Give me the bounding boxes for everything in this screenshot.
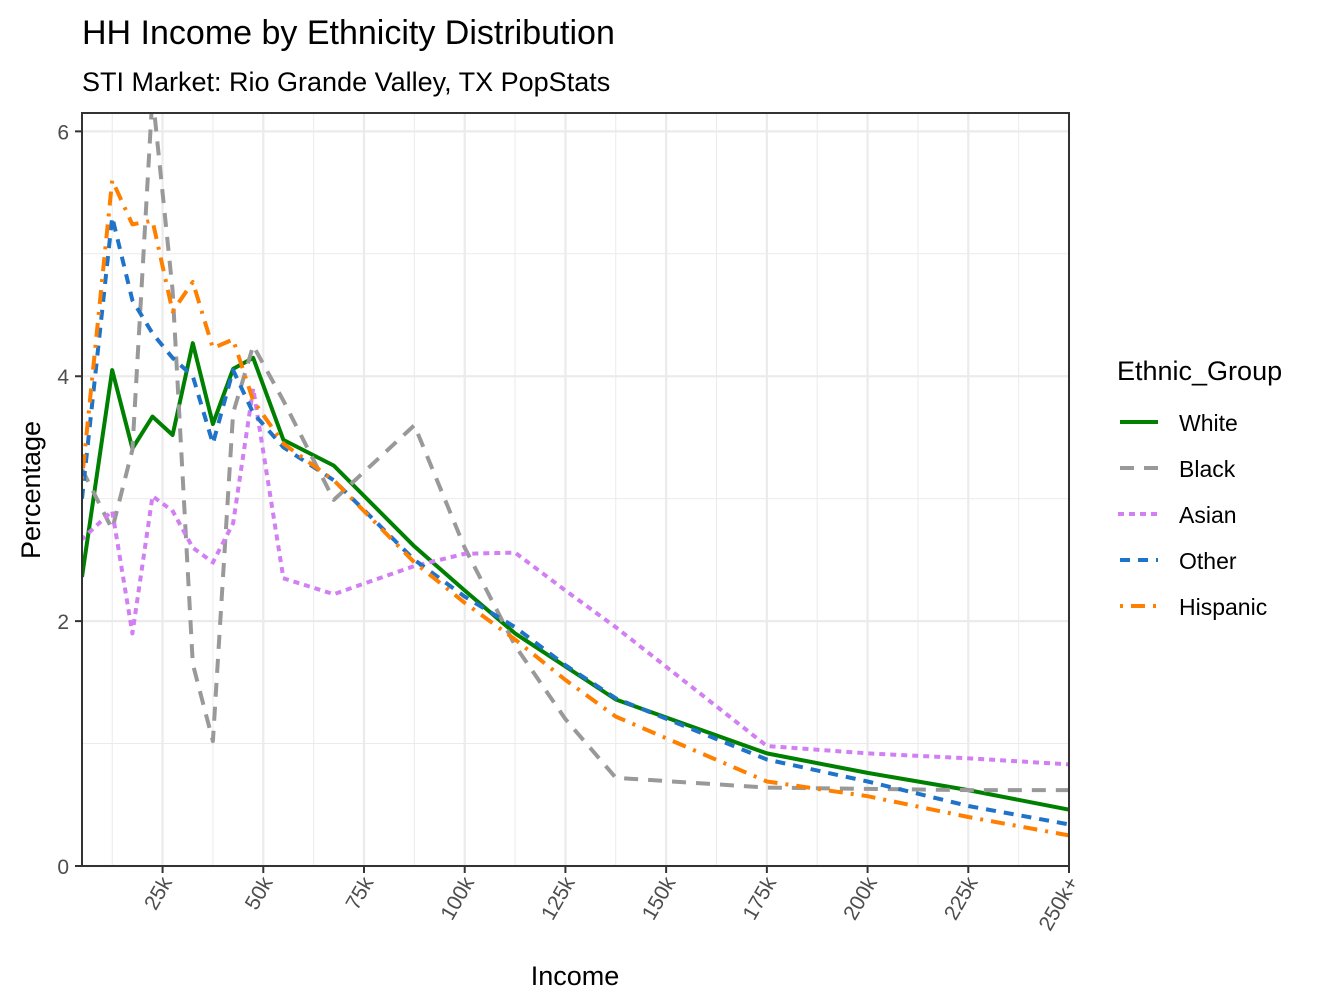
x-axis-title: Income bbox=[531, 961, 620, 991]
x-tick-label: 225k bbox=[940, 873, 983, 924]
x-axis: 25k 50k 75k 100k 125k 150k 175k 200k 225k 250k+ bbox=[140, 866, 1083, 935]
series-line-black bbox=[82, 113, 1069, 793]
chart-subtitle: STI Market: Rio Grande Valley, TX PopSta… bbox=[82, 67, 610, 97]
panel-background bbox=[82, 113, 1069, 866]
panel-border bbox=[81, 112, 1070, 867]
legend-label-asian: Asian bbox=[1179, 502, 1237, 528]
x-tick-label: 250k+ bbox=[1035, 873, 1084, 935]
y-tick-label: 4 bbox=[57, 366, 69, 389]
x-tick-label: 125k bbox=[537, 873, 580, 924]
x-tick-label: 100k bbox=[436, 873, 479, 924]
x-tick-label: 150k bbox=[638, 873, 681, 924]
plot-area bbox=[81, 112, 1071, 868]
legend-label-black: Black bbox=[1179, 456, 1236, 482]
legend-title: Ethnic_Group bbox=[1117, 356, 1282, 386]
chart-title: HH Income by Ethnicity Distribution bbox=[82, 14, 615, 52]
x-tick-label: 200k bbox=[839, 873, 882, 924]
series-lines bbox=[82, 113, 1069, 838]
legend-label-other: Other bbox=[1179, 548, 1237, 574]
x-tick-label: 175k bbox=[738, 873, 781, 924]
series-line-white bbox=[82, 341, 1069, 812]
legend-label-white: White bbox=[1179, 410, 1238, 436]
x-tick-label: 25k bbox=[140, 873, 177, 914]
y-tick-label: 0 bbox=[57, 856, 69, 879]
series-line-asian bbox=[82, 386, 1069, 767]
series-line-other bbox=[82, 215, 1069, 827]
y-axis: 0 2 4 6 bbox=[57, 121, 82, 879]
y-tick-label: 6 bbox=[57, 121, 69, 144]
legend-label-hispanic: Hispanic bbox=[1179, 594, 1267, 620]
x-tick-label: 75k bbox=[341, 873, 378, 914]
y-axis-title: Percentage bbox=[16, 421, 46, 559]
x-tick-label: 50k bbox=[241, 873, 278, 914]
series-line-hispanic bbox=[82, 178, 1069, 838]
legend: Ethnic_Group White Black Asian Other Hispani… bbox=[1117, 356, 1282, 620]
y-tick-label: 2 bbox=[57, 611, 69, 634]
